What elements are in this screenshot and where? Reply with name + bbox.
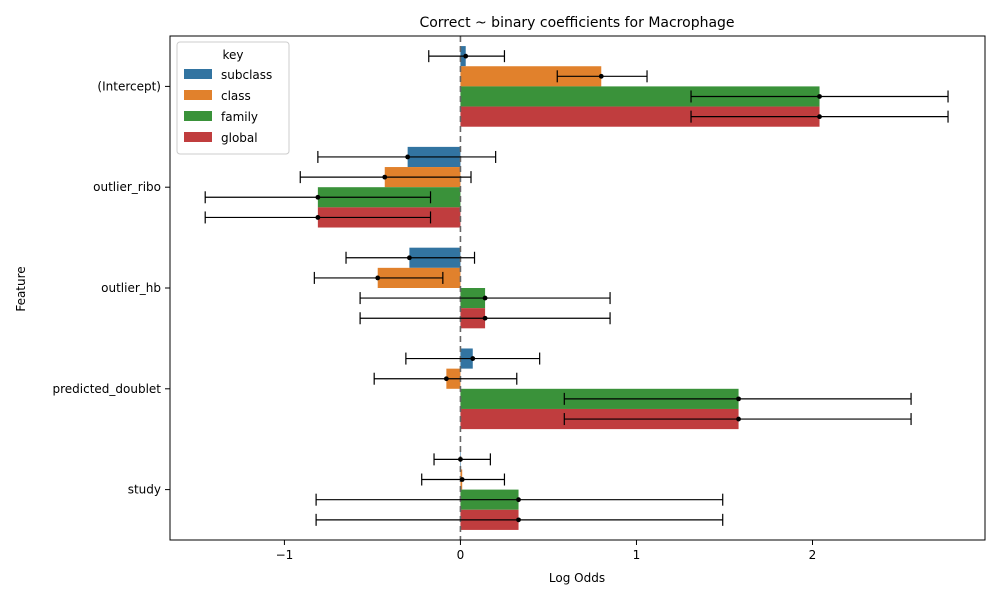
point-estimate [459,477,465,482]
point-estimate [375,275,381,281]
point-estimate [482,315,488,321]
point-estimate [463,53,469,59]
point-estimate [516,517,521,523]
legend-swatch-subclass [184,69,212,79]
y-tick-label: outlier_ribo [93,180,161,194]
point-estimate [382,174,388,180]
legend-label-class: class [221,89,251,103]
legend: key subclass class family global [176,41,290,155]
bar-family [460,86,820,107]
x-tick-label: −1 [276,548,294,562]
x-axis-label: Log Odds [549,571,605,585]
point-estimate [458,456,463,462]
point-estimate [736,396,741,402]
chart-title: Correct ~ binary coefficients for Macrop… [419,15,734,31]
bar-global [460,106,820,127]
legend-swatch-global [184,132,212,142]
point-estimate [817,94,822,99]
point-estimate [443,376,449,382]
x-tick-label: 1 [633,548,641,562]
bar-class [460,66,602,87]
point-estimate [598,73,604,79]
point-estimate [406,255,412,261]
y-tick-label: predicted_doublet [52,382,161,396]
point-estimate [736,416,741,422]
point-estimate [482,295,488,301]
plot-area: −1 0 1 2 (Intercept) outlier_ribo outlier_hbpr… [52,35,986,562]
point-estimate [315,215,321,220]
point-estimate [405,154,411,160]
y-tick-label: study [128,483,161,497]
legend-swatch-family [184,111,212,121]
y-tick-label: (Intercept) [97,79,161,93]
x-tick-label: 2 [809,548,817,562]
x-tick-label: 0 [457,548,465,562]
y-axis-label: Feature [14,266,28,311]
point-estimate [516,497,521,503]
point-estimate [315,194,321,200]
point-estimate [817,114,822,120]
legend-title: key [222,48,243,62]
point-estimate [470,356,476,361]
legend-label-global: global [221,131,258,145]
legend-label-family: family [221,110,258,124]
legend-swatch-class [184,90,212,100]
y-tick-label: outlier_hb [101,281,161,295]
legend-label-subclass: subclass [221,68,272,82]
